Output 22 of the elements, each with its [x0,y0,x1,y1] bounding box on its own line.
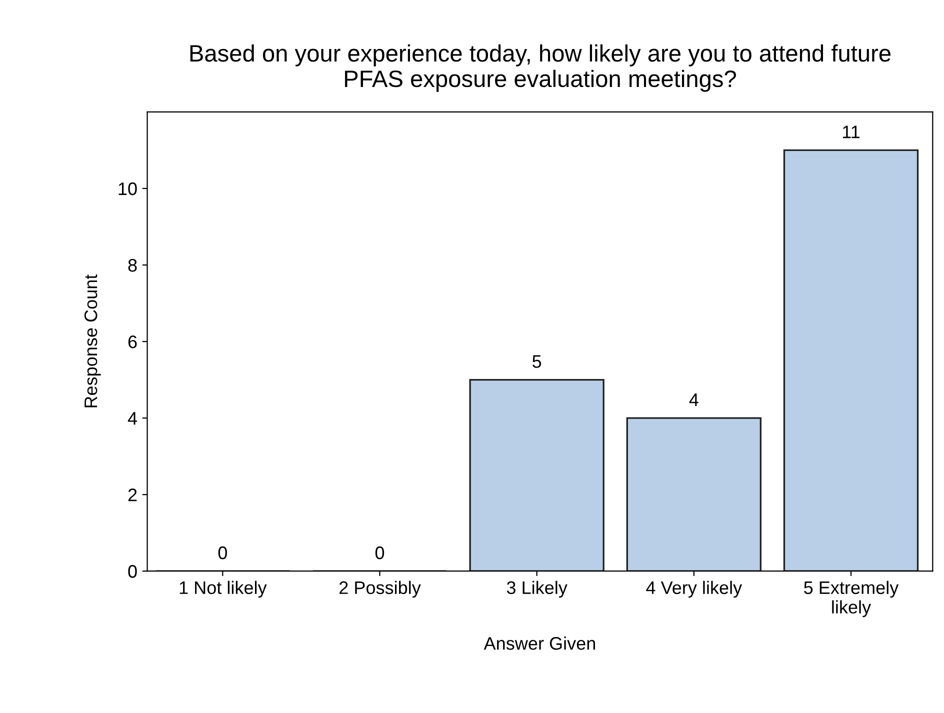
y-tick-label: 4 [128,412,138,425]
bar [469,378,604,572]
data-label: 0 [375,546,384,560]
y-tick-label: 0 [128,565,137,578]
bar [783,149,919,572]
data-label: 5 [532,355,542,368]
bar [626,417,762,572]
x-tick-label: 2 Possibly [340,580,421,598]
y-tick-label: 6 [128,335,137,348]
x-tick-label: 3 Likely [506,580,568,598]
y-tick-label: 10 [118,182,137,196]
x-tick-label: 5 Extremely likely [804,580,899,618]
x-tick-label: 1 Not likely [180,580,267,598]
data-label: 4 [689,394,698,406]
y-tick-label: 2 [128,488,137,502]
y-axis-title: Response Count [84,274,101,408]
x-axis-title: Answer Given [484,636,595,650]
data-label: 11 [842,126,860,138]
x-tick-label: 4 Very likely [646,580,742,598]
data-label: 0 [218,546,227,560]
y-tick-label: 8 [128,258,137,272]
chart-title: Based on your experience today, how likely are you to attend future PFAS exposure evaluation meetings? [190,44,890,92]
